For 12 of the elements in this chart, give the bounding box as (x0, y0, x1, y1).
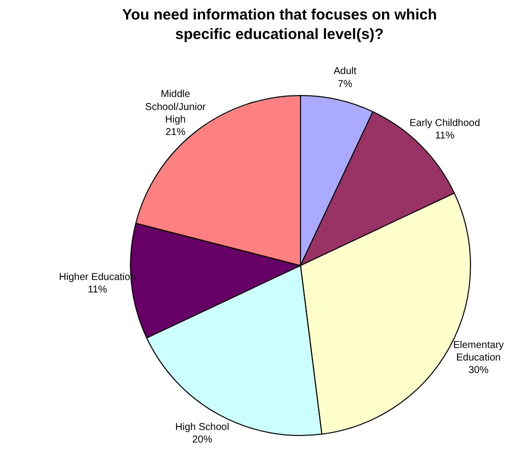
data-label: 21% (165, 127, 186, 138)
slice-label: High School (175, 422, 230, 434)
chart-title: You need information that focuses on which specific educational level(s)? (122, 6, 437, 44)
slice-label: Early Childhood (409, 118, 480, 129)
data-label: 30% (468, 365, 489, 376)
data-label: 11% (435, 130, 454, 142)
slice-label: Adult (334, 66, 357, 78)
data-label: 20% (192, 434, 212, 446)
data-label: 7% (338, 78, 352, 90)
slice-label: Elementary Education (453, 340, 504, 364)
data-label: 11% (88, 284, 108, 296)
slice-label: Middle School/Junior High (145, 89, 206, 126)
